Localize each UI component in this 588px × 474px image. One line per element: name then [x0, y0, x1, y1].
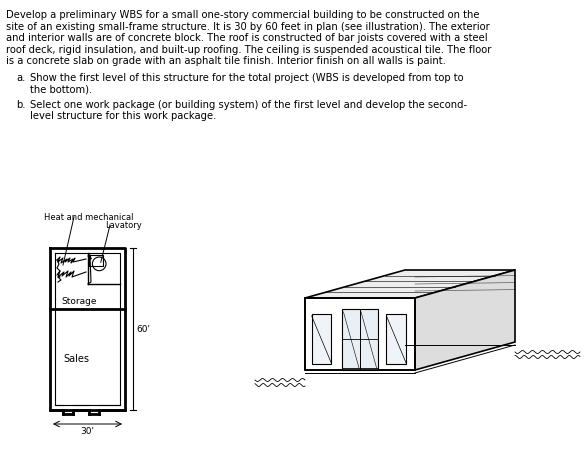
Text: Heat and mechanical: Heat and mechanical: [44, 213, 133, 222]
Bar: [386, 314, 406, 364]
Text: Show the first level of this structure for the total project (WBS is developed f: Show the first level of this structure f…: [30, 73, 463, 82]
Text: b.: b.: [16, 100, 25, 109]
Text: and interior walls are of concrete block. The roof is constructed of bar joists : and interior walls are of concrete block…: [6, 33, 487, 43]
Text: a.: a.: [16, 73, 25, 82]
Text: Select one work package (or building system) of the first level and develop the : Select one work package (or building sys…: [30, 100, 467, 109]
Bar: [312, 314, 332, 364]
Bar: [89, 255, 103, 266]
Polygon shape: [305, 298, 415, 370]
Text: Lavatory: Lavatory: [105, 221, 142, 230]
Text: level structure for this work package.: level structure for this work package.: [30, 111, 216, 121]
Text: Develop a preliminary WBS for a small one-story commercial building to be constr: Develop a preliminary WBS for a small on…: [6, 10, 479, 20]
Text: roof deck, rigid insulation, and built-up roofing. The ceiling is suspended acou: roof deck, rigid insulation, and built-u…: [6, 45, 492, 55]
Text: Storage: Storage: [61, 297, 96, 306]
Polygon shape: [415, 270, 515, 370]
Text: is a concrete slab on grade with an asphalt tile finish. Interior finish on all : is a concrete slab on grade with an asph…: [6, 56, 446, 66]
Text: 30': 30': [81, 427, 95, 436]
Text: the bottom).: the bottom).: [30, 84, 92, 94]
Polygon shape: [305, 270, 515, 298]
Bar: [342, 309, 377, 370]
Text: 60': 60': [136, 325, 150, 334]
Text: Sales: Sales: [63, 355, 89, 365]
Text: site of an existing small-frame structure. It is 30 by 60 feet in plan (see illu: site of an existing small-frame structur…: [6, 21, 490, 31]
